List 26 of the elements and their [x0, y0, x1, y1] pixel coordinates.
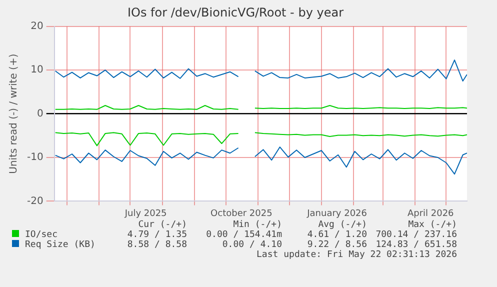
text: Min (-/+)	[232, 220, 282, 230]
text: 4.79 / 1.35	[126, 230, 187, 240]
text: 0.00 / 154.41m	[205, 230, 282, 240]
text: 700.14 / 237.16	[374, 230, 457, 240]
legend-label: IO/sec	[25, 230, 58, 240]
y-tick-label: 10	[30, 64, 44, 76]
x-tick-label: July 2025	[124, 208, 167, 219]
text: Max (-/+)	[407, 220, 457, 230]
text: 4.61 / 1.20	[306, 230, 367, 240]
text: 9.22 / 8.56	[306, 240, 367, 250]
text: 8.58 / 8.58	[126, 240, 187, 250]
y-tick-label: 20	[30, 20, 44, 32]
text: 0.00 / 4.10	[221, 240, 282, 250]
text: Cur (-/+)	[137, 220, 187, 230]
text: Avg (-/+)	[317, 220, 367, 230]
y-tick-label: -20	[26, 196, 44, 207]
y-axis-title: Units read (-) / write (+)	[8, 54, 20, 174]
y-tick-label: 0	[36, 108, 44, 120]
text: 124.83 / 651.58	[374, 240, 457, 250]
y-tick-label: -10	[26, 152, 44, 164]
chart-title: IOs for /dev/BionicVG/Root - by year	[128, 5, 344, 20]
legend-label: Req Size (KB)	[25, 240, 96, 250]
x-tick-label: October 2025	[210, 208, 272, 219]
text: Last update: Fri May 22 02:31:13 2026	[256, 250, 457, 260]
x-tick-label: January 2026	[306, 208, 368, 219]
x-tick-label: April 2026	[407, 208, 454, 219]
